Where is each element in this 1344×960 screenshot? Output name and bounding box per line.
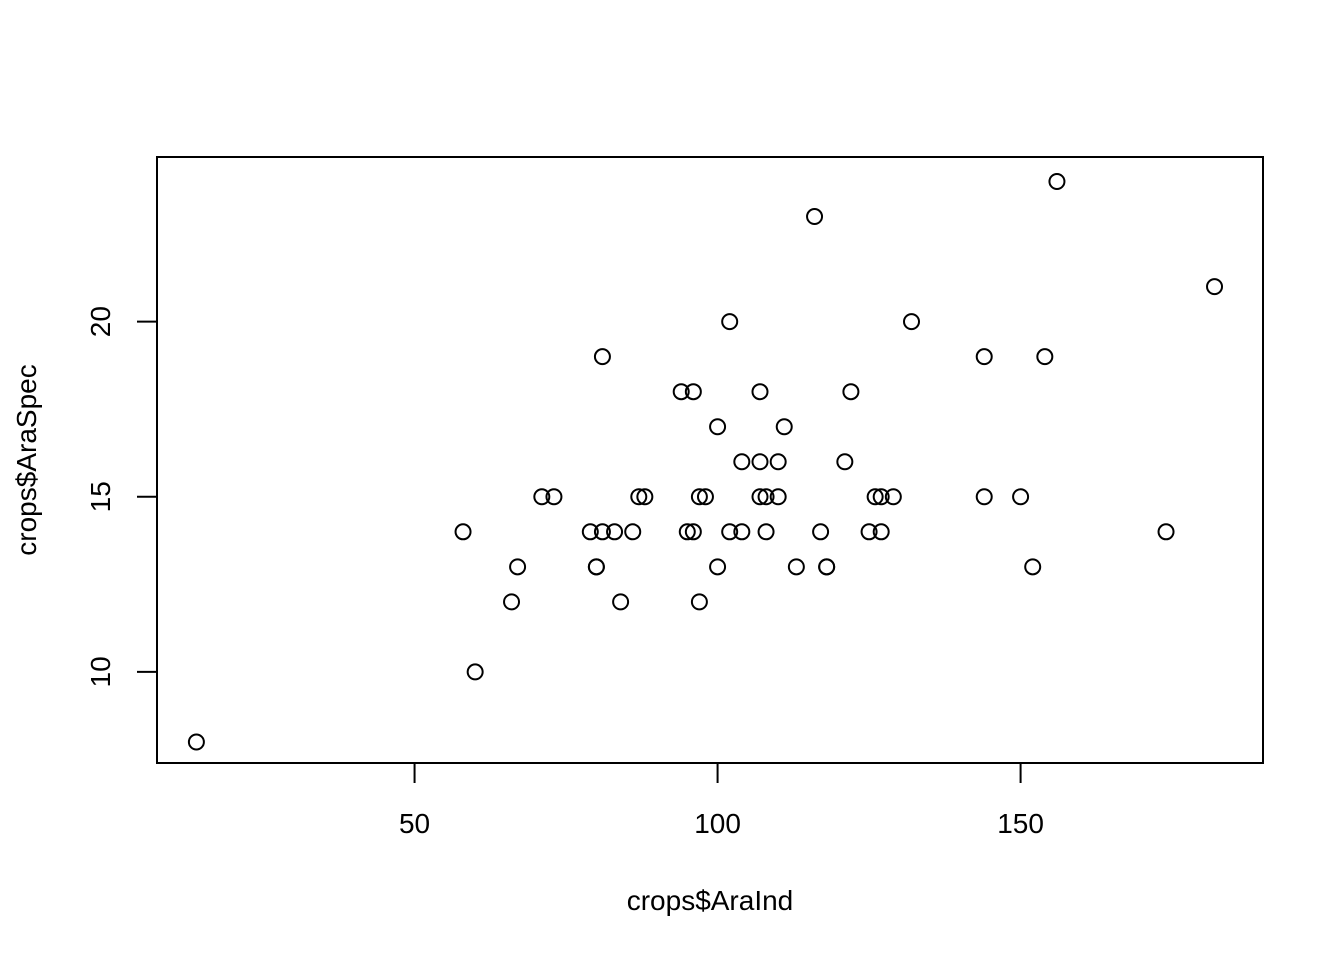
x-axis: 50 100 150 xyxy=(399,762,1044,839)
data-point xyxy=(690,488,708,506)
data-point xyxy=(1048,173,1066,191)
data-point xyxy=(842,383,860,401)
plot-frame xyxy=(156,156,1264,764)
data-point xyxy=(672,383,690,401)
data-point xyxy=(696,488,714,506)
data-point xyxy=(684,383,702,401)
data-point xyxy=(636,488,654,506)
data-point xyxy=(709,418,727,436)
data-point xyxy=(593,348,611,366)
data-point xyxy=(690,593,708,611)
data-point xyxy=(806,208,824,226)
y-axis: 10 15 20 xyxy=(85,306,158,688)
data-point xyxy=(733,453,751,471)
data-point xyxy=(533,488,551,506)
data-point xyxy=(709,558,727,576)
data-point xyxy=(751,383,769,401)
data-point xyxy=(721,523,739,541)
data-point xyxy=(769,488,787,506)
data-point xyxy=(975,348,993,366)
data-point xyxy=(684,523,702,541)
y-axis-label: crops$AraSpec xyxy=(11,364,42,555)
data-point xyxy=(757,488,775,506)
data-point xyxy=(836,453,854,471)
data-point xyxy=(187,733,205,751)
data-point xyxy=(775,418,793,436)
x-axis-label: crops$AraInd xyxy=(627,885,794,916)
data-point xyxy=(733,523,751,541)
data-point xyxy=(1206,278,1224,296)
data-point xyxy=(884,488,902,506)
data-point xyxy=(769,453,787,471)
data-point xyxy=(818,558,836,576)
data-point xyxy=(678,523,696,541)
data-point xyxy=(454,523,472,541)
y-tick-label: 15 xyxy=(85,481,116,512)
data-point xyxy=(503,593,521,611)
data-point xyxy=(751,488,769,506)
x-tick-label: 50 xyxy=(399,808,430,839)
data-point xyxy=(545,488,563,506)
y-tick-label: 10 xyxy=(85,656,116,687)
data-points xyxy=(187,173,1224,751)
data-point xyxy=(751,453,769,471)
data-point xyxy=(757,523,775,541)
y-tick-label: 20 xyxy=(85,306,116,337)
data-point xyxy=(721,313,739,331)
data-point xyxy=(872,523,890,541)
data-point xyxy=(630,488,648,506)
data-point xyxy=(787,558,805,576)
data-point xyxy=(1024,558,1042,576)
data-point xyxy=(866,488,884,506)
data-point xyxy=(1036,348,1054,366)
x-tick-label: 150 xyxy=(997,808,1044,839)
data-point xyxy=(903,313,921,331)
data-point xyxy=(587,558,605,576)
data-point xyxy=(975,488,993,506)
data-point xyxy=(1157,523,1175,541)
data-point xyxy=(581,523,599,541)
data-point xyxy=(612,593,630,611)
data-point xyxy=(624,523,642,541)
data-point xyxy=(509,558,527,576)
data-point xyxy=(466,663,484,681)
data-point xyxy=(812,523,830,541)
data-point xyxy=(593,523,611,541)
data-point xyxy=(606,523,624,541)
x-tick-label: 100 xyxy=(694,808,741,839)
data-point xyxy=(860,523,878,541)
data-point xyxy=(872,488,890,506)
data-point xyxy=(1012,488,1030,506)
